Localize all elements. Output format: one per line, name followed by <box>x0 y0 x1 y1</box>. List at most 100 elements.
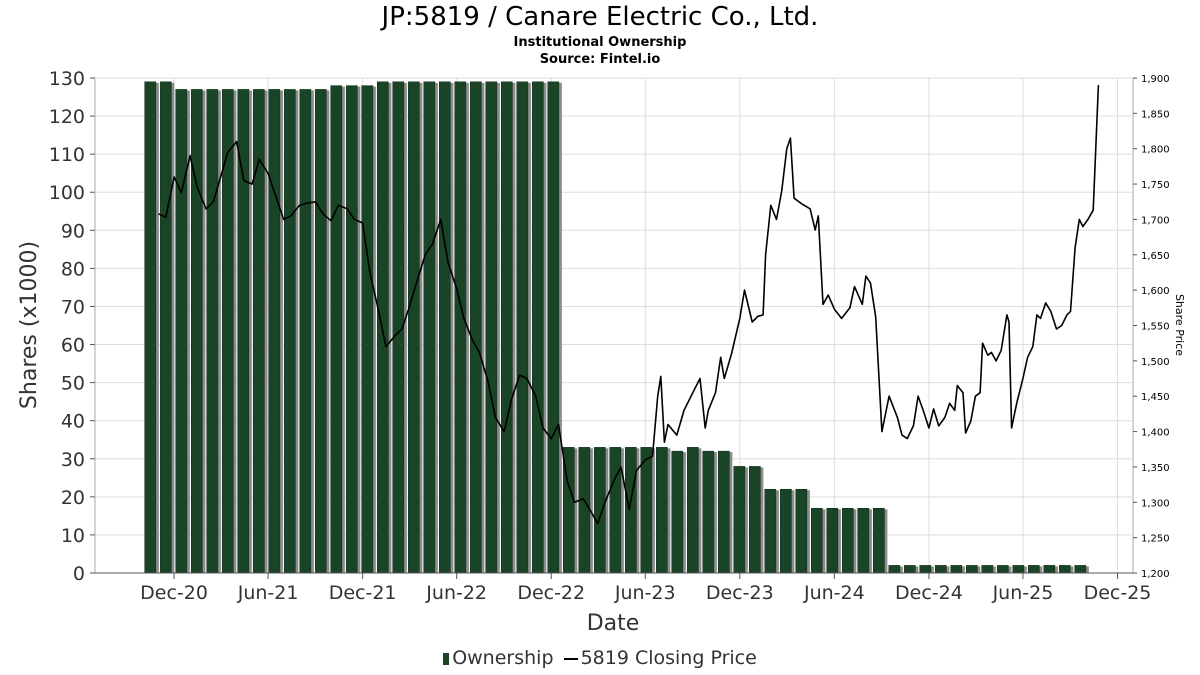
chart-source: Source: Fintel.io <box>539 52 661 67</box>
x-tick-label: Dec-20 <box>140 582 208 604</box>
ownership-bar <box>826 508 839 574</box>
y2-tick-label: 1,800 <box>1141 145 1170 156</box>
ownership-bar <box>206 89 219 574</box>
ownership-bar <box>857 508 870 574</box>
y2-tick-label: 1,250 <box>1141 534 1170 545</box>
ownership-bar <box>361 85 374 574</box>
y-tick-label: 80 <box>61 258 85 280</box>
ownership-bar <box>655 447 668 574</box>
ownership-bar <box>485 81 498 574</box>
y2-tick-label: 1,450 <box>1141 392 1170 403</box>
y-tick-label: 90 <box>61 220 85 242</box>
x-tick-label: Jun-22 <box>425 582 487 604</box>
ownership-bar <box>609 447 622 574</box>
y-axis-label: Shares (x1000) <box>17 241 42 409</box>
ownership-bar <box>919 565 932 574</box>
ownership-bar <box>841 508 854 574</box>
ownership-bar <box>283 89 296 574</box>
ownership-bar <box>1012 565 1025 574</box>
x-axis-label: Date <box>587 611 640 636</box>
y2-tick-label: 1,400 <box>1141 428 1170 439</box>
x-tick-label: Dec-25 <box>1084 582 1152 604</box>
y-tick-label: 30 <box>61 449 85 471</box>
chart-subtitle: Institutional Ownership <box>513 35 687 50</box>
y2-tick-label: 1,200 <box>1141 569 1170 580</box>
ownership-bar <box>733 466 746 574</box>
chart-axes: 0 10 20 30 40 50 60 70 80 90 100 110 120 130 1,200 1,25… <box>49 68 1170 604</box>
x-tick-label: Dec-24 <box>895 582 963 604</box>
legend-item-price: 5819 Closing Price <box>563 647 757 669</box>
ownership-bar <box>299 89 312 574</box>
chart-title: JP:5819 / Canare Electric Co., Ltd. <box>381 2 819 32</box>
ownership-bar <box>469 81 482 574</box>
ownership-bar <box>748 466 761 574</box>
ownership-swatch-icon <box>443 652 450 665</box>
ownership-bar <box>1058 565 1071 574</box>
ownership-bar <box>237 89 250 574</box>
ownership-bar <box>531 81 544 574</box>
ownership-bar <box>965 565 978 574</box>
ownership-bar <box>1074 565 1087 574</box>
ownership-bars <box>144 81 1089 574</box>
ownership-bar <box>779 488 792 574</box>
ownership-bar <box>686 447 699 574</box>
ownership-bar <box>516 81 529 574</box>
y-tick-label: 20 <box>61 487 85 509</box>
y2-tick-label: 1,650 <box>1141 251 1170 262</box>
ownership-bar <box>702 450 715 574</box>
ownership-bar <box>950 565 963 574</box>
legend-item-ownership: Ownership <box>443 647 554 669</box>
ownership-bar <box>423 81 436 574</box>
y2-axis-label: Share Price <box>1173 294 1186 356</box>
legend-label-ownership: Ownership <box>452 647 554 669</box>
ownership-bar <box>903 565 916 574</box>
ownership-bar <box>159 81 172 574</box>
y2-tick-label: 1,550 <box>1141 322 1170 333</box>
ownership-bar <box>764 488 777 574</box>
ownership-bar <box>1043 565 1056 574</box>
y-tick-label: 130 <box>49 68 85 90</box>
y2-tick-label: 1,700 <box>1141 215 1170 226</box>
y2-tick-label: 1,500 <box>1141 357 1170 368</box>
ownership-bar <box>810 508 823 574</box>
x-tick-label: Dec-22 <box>517 582 585 604</box>
ownership-bar <box>345 85 358 574</box>
ownership-bar <box>624 447 637 574</box>
x-tick-label: Jun-23 <box>614 582 676 604</box>
x-tick-label: Dec-23 <box>706 582 774 604</box>
ownership-bar <box>671 450 684 574</box>
x-tick-label: Dec-21 <box>329 582 397 604</box>
ownership-bar <box>934 565 947 574</box>
chart-legend: Ownership 5819 Closing Price <box>0 647 1200 669</box>
y-tick-label: 70 <box>61 296 85 318</box>
ownership-bar <box>190 89 203 574</box>
y-tick-label: 100 <box>49 182 85 204</box>
ownership-bar <box>640 447 653 574</box>
ownership-bar <box>314 89 327 574</box>
price-line-swatch-icon <box>563 657 578 660</box>
y2-tick-label: 1,750 <box>1141 180 1170 191</box>
legend-label-price: 5819 Closing Price <box>580 647 757 669</box>
y-tick-label: 40 <box>61 411 85 433</box>
x-tick-label: Jun-25 <box>992 582 1054 604</box>
ownership-bar <box>1027 565 1040 574</box>
x-tick-label: Jun-24 <box>803 582 865 604</box>
y2-tick-label: 1,300 <box>1141 498 1170 509</box>
y-tick-label: 50 <box>61 373 85 395</box>
y2-tick-label: 1,600 <box>1141 286 1170 297</box>
price-line <box>158 85 1100 525</box>
ownership-bar <box>717 450 730 574</box>
price-line-layer <box>158 85 1100 525</box>
ownership-bar <box>872 508 885 574</box>
ownership-bar <box>547 81 560 574</box>
ownership-bar <box>500 81 513 574</box>
ownership-bar <box>438 81 451 574</box>
ownership-bar <box>221 89 234 574</box>
y2-tick-label: 1,900 <box>1141 74 1170 85</box>
x-tick-label: Jun-21 <box>237 582 299 604</box>
ownership-bar <box>593 447 606 574</box>
ownership-bar <box>578 447 591 574</box>
ownership-bar <box>407 81 420 574</box>
ownership-bar <box>454 81 467 574</box>
y-tick-label: 0 <box>73 563 85 585</box>
